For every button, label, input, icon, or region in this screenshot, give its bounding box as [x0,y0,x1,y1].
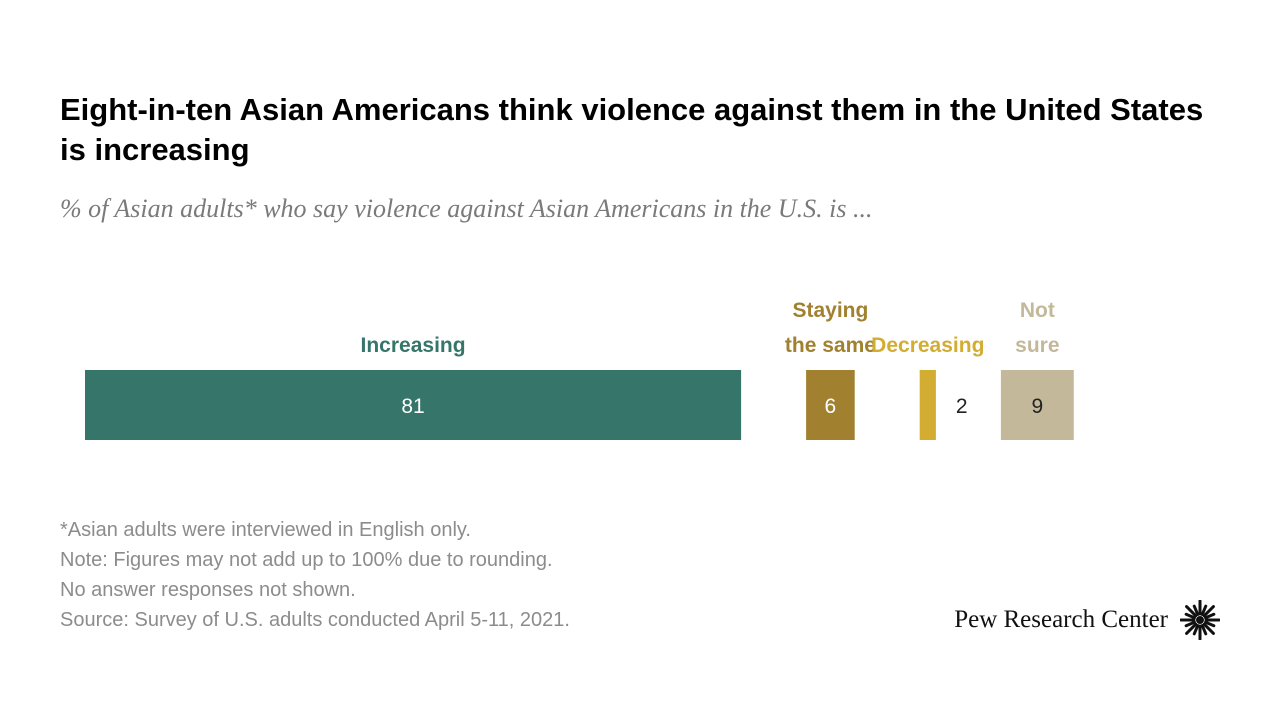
note-line: Note: Figures may not add up to 100% due… [60,549,553,571]
category-label: Decreasing [871,334,984,357]
bar-not-sure [1000,370,1074,440]
bar-chart: 81 Increasing 6 Staying the same 2 Decreasing 9… [85,299,1074,440]
bar-increasing [85,370,742,440]
category-label: Not [1020,299,1055,322]
chart-title: Eight-in-ten Asian Americans think viole… [60,92,1204,167]
pew-logo: Pew Research Center [954,599,1221,641]
category-label: Increasing [361,334,466,357]
bar-decreasing [919,370,936,440]
note-line: Source: Survey of U.S. adults conducted … [60,609,570,631]
category-label: sure [1015,334,1059,357]
value-label: 6 [825,395,837,418]
note-line: *Asian adults were interviewed in Englis… [60,519,471,541]
brand-name: Pew Research Center [954,606,1168,633]
chart-subtitle: % of Asian adults* who say violence agai… [60,194,873,223]
category-label: the same [785,334,876,357]
bar-staying-the-same [806,370,855,440]
value-label: 2 [956,395,968,418]
note-line: No answer responses not shown. [60,579,356,601]
category-label: Staying [792,299,868,322]
value-label: 9 [1032,395,1044,418]
pew-sunburst-icon [1179,599,1221,641]
value-label: 81 [401,395,424,418]
chart-notes: *Asian adults were interviewed in Englis… [60,515,570,635]
